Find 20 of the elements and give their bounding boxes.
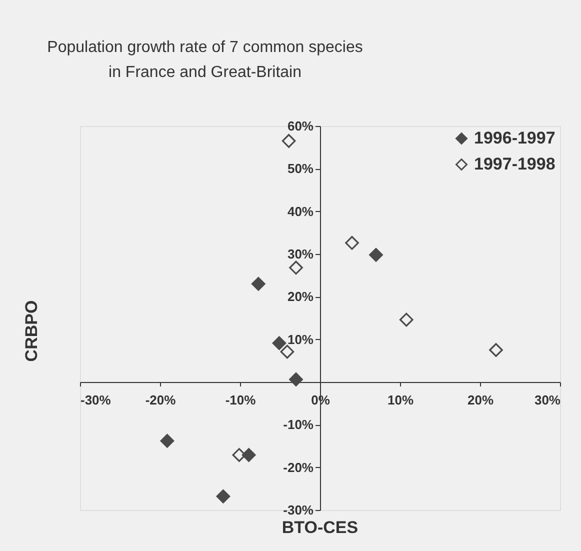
y-tick-label: -30%: [283, 502, 314, 518]
y-tick-label: -10%: [283, 417, 314, 432]
x-tick-label: -30%: [80, 392, 112, 408]
y-tick-label: 10%: [287, 332, 314, 347]
x-axis-title: BTO-CES: [282, 518, 358, 537]
y-tick-label: 50%: [287, 161, 314, 176]
y-tick-label: 30%: [287, 246, 314, 262]
x-tick-label: 30%: [534, 392, 561, 408]
y-tick-label: 60%: [287, 118, 314, 134]
legend-label: 1997-1998: [474, 154, 556, 174]
y-tick-label: 40%: [287, 204, 314, 219]
x-tick-label: 20%: [467, 392, 494, 408]
x-tick-label: 10%: [387, 392, 414, 408]
x-tick-label: -10%: [225, 392, 256, 408]
y-tick-label: -20%: [283, 460, 314, 475]
legend-label: 1996-1997: [474, 128, 556, 148]
y-axis-title: CRBPO: [22, 300, 41, 362]
x-tick-label: -20%: [145, 392, 176, 408]
y-tick-label: 20%: [287, 289, 314, 304]
chart-title: Population growth rate of 7 common species in France and Great-Britain: [47, 39, 363, 81]
